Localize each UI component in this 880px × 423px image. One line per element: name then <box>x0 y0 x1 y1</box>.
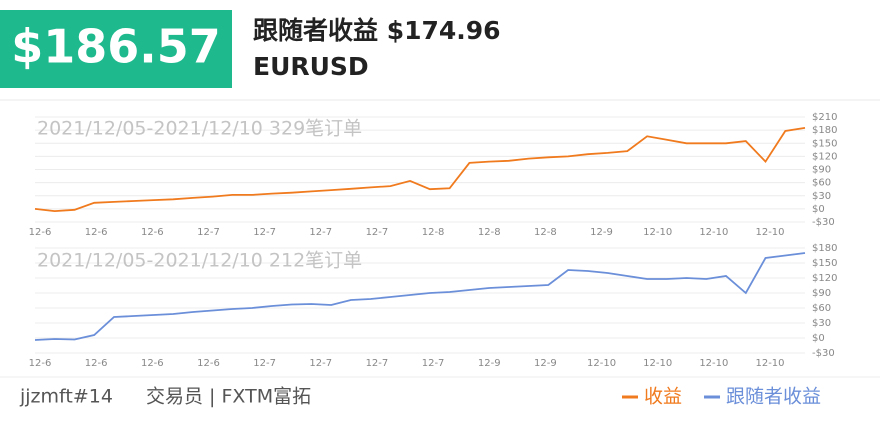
x-tick-label: 12-7 <box>197 227 220 238</box>
x-tick-label: 12-6 <box>141 227 164 238</box>
y-tick-label: $150 <box>812 138 837 149</box>
x-tick-label: 12-6 <box>141 358 164 369</box>
x-tick-label: 12-10 <box>699 358 728 369</box>
amount-box <box>0 10 232 88</box>
x-tick-label: 12-7 <box>253 358 276 369</box>
x-tick-label: 12-10 <box>643 227 672 238</box>
y-tick-label: $60 <box>812 303 831 314</box>
y-tick-label: $30 <box>812 318 831 329</box>
series-line <box>34 127 806 213</box>
y-tick-label: $0 <box>812 204 825 215</box>
y-tick-label: $180 <box>812 243 837 254</box>
y-tick-label: $180 <box>812 125 837 136</box>
x-tick-label: 12-7 <box>366 358 389 369</box>
legend-label: 收益 <box>644 386 682 408</box>
x-tick-label: 12-6 <box>85 227 108 238</box>
x-tick-label: 12-7 <box>309 358 332 369</box>
legend-label: 跟随者收益 <box>726 386 821 408</box>
x-tick-label: 12-10 <box>699 227 728 238</box>
x-tick-label: 12-10 <box>643 358 672 369</box>
y-tick-label: -$30 <box>812 348 835 359</box>
x-tick-label: 12-8 <box>478 227 501 238</box>
x-tick-label: 12-7 <box>366 227 389 238</box>
y-tick-label: -$30 <box>812 217 835 228</box>
series-line <box>34 252 806 341</box>
y-tick-label: $120 <box>812 151 837 162</box>
x-tick-label: 12-7 <box>253 227 276 238</box>
x-tick-label: 12-8 <box>422 227 445 238</box>
follower-title: 跟随者收益 $174.96 <box>253 16 501 45</box>
y-tick-label: $90 <box>812 288 831 299</box>
role: 交易员 | FXTM富拓 <box>146 386 311 408</box>
x-tick-label: 12-9 <box>534 358 557 369</box>
y-tick-label: $120 <box>812 273 837 284</box>
x-tick-label: 12-6 <box>29 227 52 238</box>
x-tick-label: 12-10 <box>587 358 616 369</box>
x-tick-label: 12-7 <box>309 227 332 238</box>
y-tick-label: $210 <box>812 112 837 123</box>
y-tick-label: $30 <box>812 191 831 202</box>
y-tick-label: $60 <box>812 178 831 189</box>
x-tick-label: 12-7 <box>422 358 445 369</box>
x-tick-label: 12-9 <box>590 227 613 238</box>
amount: $186.57 <box>11 20 221 74</box>
x-tick-label: 12-10 <box>755 358 784 369</box>
x-tick-label: 12-9 <box>478 358 501 369</box>
user: jjzmft#14 <box>19 386 113 408</box>
x-tick-label: 12-10 <box>755 227 784 238</box>
x-tick-label: 12-6 <box>197 358 220 369</box>
symbol: EURUSD <box>253 52 369 81</box>
y-tick-label: $90 <box>812 165 831 176</box>
x-tick-label: 12-6 <box>85 358 108 369</box>
y-tick-label: $150 <box>812 258 837 269</box>
x-tick-label: 12-8 <box>534 227 557 238</box>
chart-subtitle: 2021/12/05-2021/12/10 329笔订单 <box>37 118 362 140</box>
x-tick-label: 12-6 <box>29 358 52 369</box>
chart-subtitle: 2021/12/05-2021/12/10 212笔订单 <box>37 250 362 272</box>
y-tick-label: $0 <box>812 333 825 344</box>
